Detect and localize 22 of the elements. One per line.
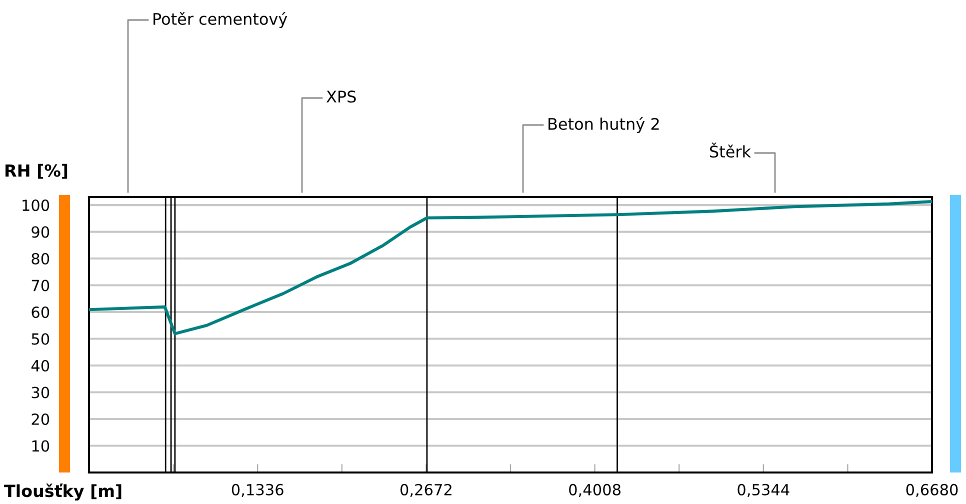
- y-tick-label: 90: [32, 226, 50, 238]
- y-tick-label: 50: [32, 333, 50, 345]
- x-tick-label: 0,6680: [906, 484, 958, 497]
- y-tick-label: 10: [32, 440, 50, 452]
- text: Potěr cementový: [154, 12, 288, 28]
- y-tick-label: 40: [31, 360, 50, 372]
- text: XPS: [326, 90, 356, 103]
- y-tick-label: 20: [32, 413, 50, 426]
- line-series: [89, 200, 932, 336]
- y-tick-label: 80: [32, 252, 50, 265]
- x-axis-title: Tloušťky [m]: [4, 483, 122, 501]
- y-tick-label: 30: [32, 386, 50, 398]
- y-tick-label: 70: [32, 280, 50, 292]
- text: Štěrk: [710, 142, 751, 158]
- y-tick-label: 100: [22, 199, 50, 212]
- y-tick-label: 60: [32, 306, 50, 318]
- y-axis-title: RH [%]: [6, 164, 68, 179]
- x-tick-label: 0,4008: [569, 484, 620, 497]
- text: Beton hutný 2: [548, 116, 659, 134]
- x-tick-label: 0,2672: [400, 484, 452, 497]
- x-tick-label: 0,5344: [738, 484, 790, 497]
- x-tick-label: 0,1336: [232, 484, 284, 497]
